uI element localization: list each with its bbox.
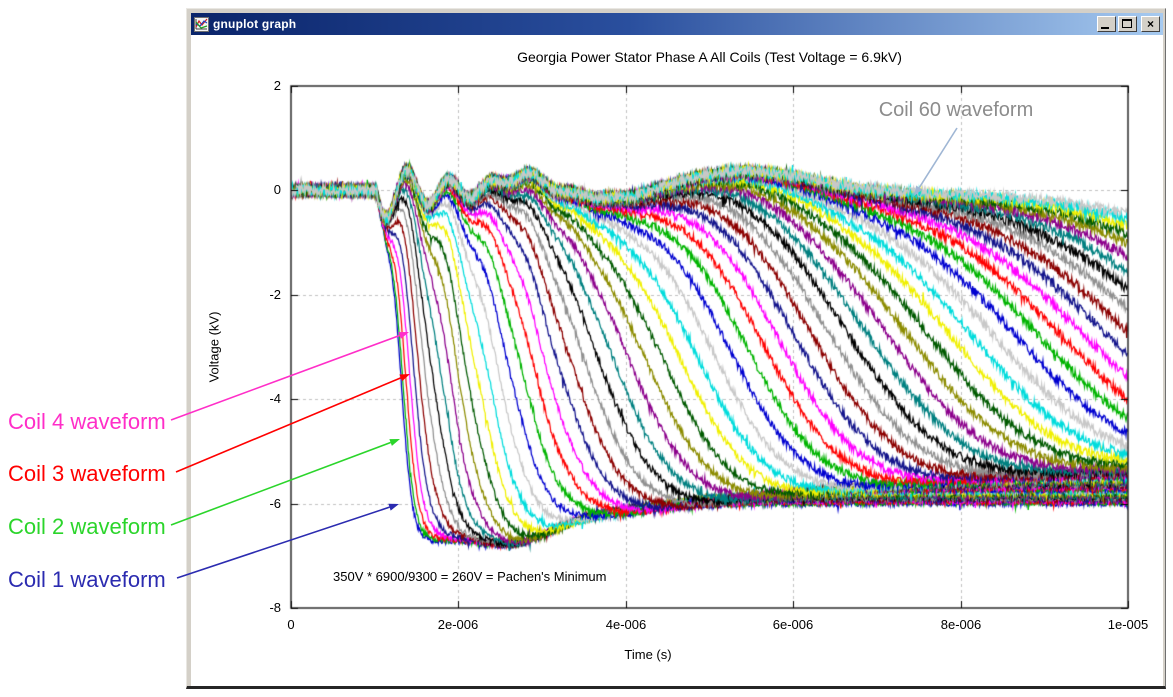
y-tick-label: -6 [269,496,281,511]
close-icon: × [1146,17,1154,31]
minimize-button[interactable] [1097,16,1116,32]
chart-title: Georgia Power Stator Phase A All Coils (… [517,49,902,65]
x-tick-label: 1e-005 [1107,617,1149,632]
coil60-annotation-label: Coil 60 waveform [878,99,1034,121]
pachen-minimum-annotation: 350V * 6900/9300 = 260V = Pachen's Minim… [333,569,607,584]
maximize-button[interactable] [1118,16,1137,32]
callout-label-coil4: Coil 4 waveform [8,409,166,434]
y-tick-label: -4 [269,391,281,406]
plot-canvas [191,35,1163,686]
x-tick-label: 2e-006 [437,617,479,632]
y-axis-label: Voltage (kV) [206,311,222,383]
window-title-bar[interactable]: gnuplot graph × [191,13,1163,35]
x-tick-label: 8e-006 [940,617,982,632]
x-axis-label: Time (s) [624,647,672,662]
x-tick-label: 4e-006 [605,617,647,632]
y-tick-label: 0 [273,182,281,197]
minimize-icon [1101,27,1109,29]
maximize-icon [1122,19,1132,28]
close-button[interactable]: × [1141,16,1160,32]
window-title: gnuplot graph [213,17,297,31]
y-tick-label: -2 [269,287,281,302]
x-tick-label: 0 [287,617,295,632]
gnuplot-window: gnuplot graph × Georgia Power Stator Pha… [186,8,1166,689]
callout-label-coil3: Coil 3 waveform [8,461,166,486]
callout-label-coil1: Coil 1 waveform [8,567,166,592]
y-tick-label: 2 [273,78,281,93]
plot-client-area: Georgia Power Stator Phase A All Coils (… [191,35,1163,686]
gnuplot-app-icon [194,16,209,32]
callout-label-coil2: Coil 2 waveform [8,514,166,539]
y-tick-label: -8 [269,600,281,615]
x-tick-label: 6e-006 [772,617,814,632]
